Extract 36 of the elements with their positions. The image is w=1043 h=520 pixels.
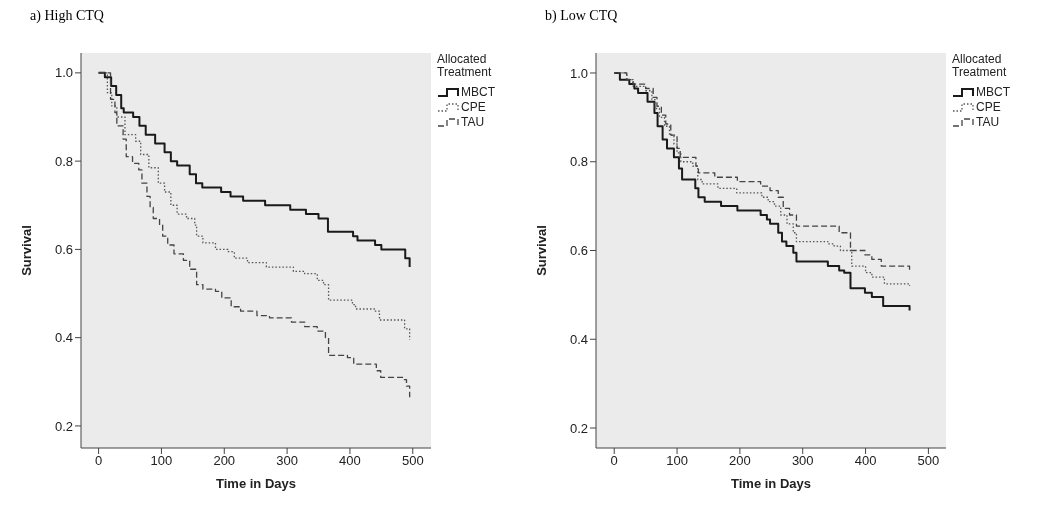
y-tick-label: 1.0	[569, 65, 588, 81]
y-axis-title: Survival	[533, 225, 549, 276]
legend-title: Allocated Treatment	[952, 52, 1008, 79]
y-tick-label: 0.2	[569, 420, 588, 436]
y-tick-label: 0.8	[54, 153, 73, 169]
x-tick-label: 100	[150, 453, 173, 469]
x-tick-label: 0	[94, 453, 103, 469]
x-axis-title: Time in Days	[216, 476, 296, 491]
legend-label: MBCT	[976, 85, 1010, 99]
y-tick-label: 0.4	[54, 330, 73, 346]
y-tick-label: 0.4	[569, 331, 588, 347]
x-tick-label: 200	[213, 453, 236, 469]
legend-label: TAU	[976, 115, 1000, 129]
x-tick-label: 500	[917, 453, 940, 469]
y-tick-label: 0.6	[54, 242, 73, 258]
x-axis-title: Time in Days	[731, 476, 811, 491]
x-tick-label: 300	[791, 453, 814, 469]
y-axis-title: Survival	[18, 225, 34, 276]
x-tick-label: 100	[666, 453, 688, 469]
y-tick-label: 1.0	[54, 65, 73, 81]
x-tick-label: 300	[276, 453, 298, 469]
y-tick-label: 0.2	[54, 418, 73, 434]
x-tick-label: 400	[854, 453, 877, 469]
legend-title: Allocated Treatment	[437, 52, 493, 79]
x-tick-label: 500	[401, 453, 424, 469]
y-tick-label: 0.6	[569, 243, 588, 259]
legend-label: TAU	[461, 115, 485, 129]
legend-label: CPE	[976, 100, 1001, 114]
legend-label: MBCT	[461, 85, 495, 99]
legend-label: CPE	[461, 100, 486, 114]
x-tick-label: 400	[339, 453, 361, 469]
y-tick-label: 0.8	[569, 154, 588, 170]
x-tick-label: 200	[729, 453, 751, 469]
chart-title: b) Low CTQ	[544, 8, 619, 25]
chart-title: a) High CTQ	[29, 8, 105, 25]
x-tick-label: 0	[610, 453, 618, 469]
